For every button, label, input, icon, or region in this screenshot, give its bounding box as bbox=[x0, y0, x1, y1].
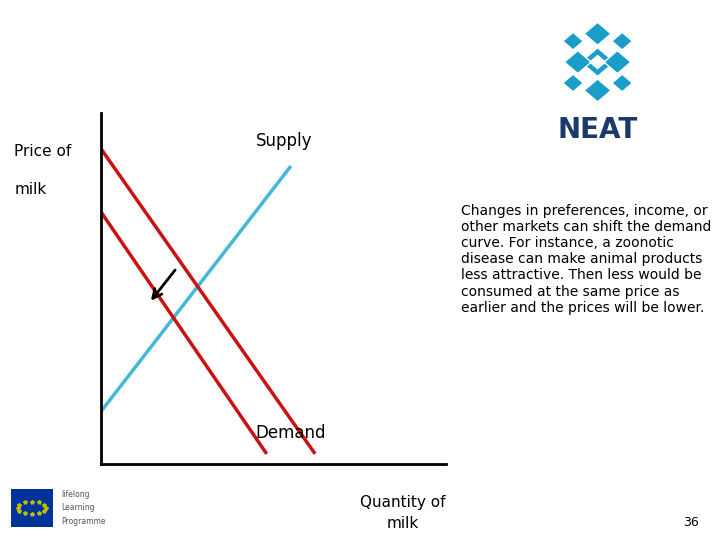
FancyBboxPatch shape bbox=[11, 489, 53, 526]
Polygon shape bbox=[564, 51, 591, 73]
Text: Learning: Learning bbox=[62, 503, 95, 512]
Polygon shape bbox=[612, 32, 632, 50]
Text: 36: 36 bbox=[683, 516, 698, 529]
Text: Changes in preferences, income, or
other markets can shift the demand
curve. For: Changes in preferences, income, or other… bbox=[461, 204, 711, 315]
Text: milk: milk bbox=[387, 516, 419, 531]
Polygon shape bbox=[584, 22, 611, 45]
Polygon shape bbox=[563, 32, 583, 50]
Polygon shape bbox=[584, 79, 611, 102]
Text: lifelong: lifelong bbox=[62, 490, 90, 498]
Text: Quantity of: Quantity of bbox=[361, 495, 446, 510]
Text: Supply: Supply bbox=[256, 132, 312, 151]
Polygon shape bbox=[580, 47, 615, 77]
Text: Programme: Programme bbox=[62, 517, 106, 525]
Text: NEAT: NEAT bbox=[558, 116, 638, 144]
Text: milk: milk bbox=[14, 181, 47, 197]
Polygon shape bbox=[604, 51, 631, 73]
Polygon shape bbox=[563, 74, 583, 92]
Polygon shape bbox=[612, 74, 632, 92]
Polygon shape bbox=[589, 55, 606, 70]
Text: Price of: Price of bbox=[14, 144, 72, 159]
Text: Demand: Demand bbox=[256, 424, 326, 442]
